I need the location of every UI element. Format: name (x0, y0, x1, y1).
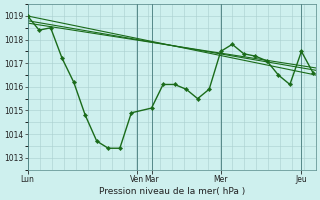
X-axis label: Pression niveau de la mer( hPa ): Pression niveau de la mer( hPa ) (99, 187, 245, 196)
